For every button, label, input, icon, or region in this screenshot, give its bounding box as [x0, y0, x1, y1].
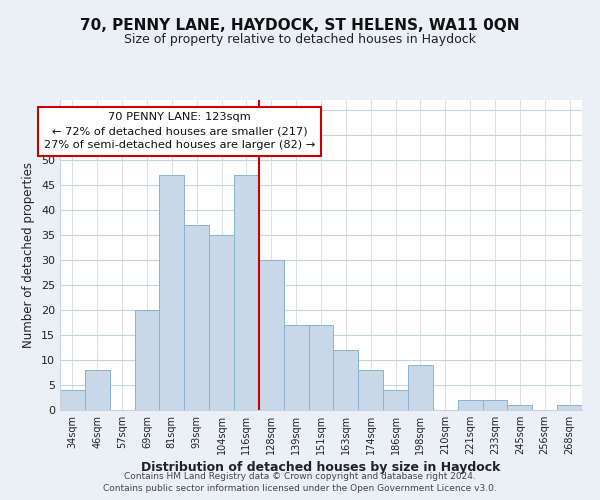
Y-axis label: Number of detached properties: Number of detached properties — [22, 162, 35, 348]
Text: Contains HM Land Registry data © Crown copyright and database right 2024.: Contains HM Land Registry data © Crown c… — [124, 472, 476, 481]
Bar — [308, 325, 334, 410]
Bar — [184, 225, 209, 410]
Bar — [408, 365, 433, 410]
Bar — [383, 390, 408, 410]
Bar — [358, 370, 383, 410]
Bar — [508, 405, 532, 410]
Text: Contains public sector information licensed under the Open Government Licence v3: Contains public sector information licen… — [103, 484, 497, 493]
Bar — [482, 400, 508, 410]
Bar — [458, 400, 482, 410]
Bar — [234, 175, 259, 410]
Text: Size of property relative to detached houses in Haydock: Size of property relative to detached ho… — [124, 32, 476, 46]
Bar — [60, 390, 85, 410]
X-axis label: Distribution of detached houses by size in Haydock: Distribution of detached houses by size … — [142, 461, 500, 474]
Text: 70, PENNY LANE, HAYDOCK, ST HELENS, WA11 0QN: 70, PENNY LANE, HAYDOCK, ST HELENS, WA11… — [80, 18, 520, 32]
Bar — [85, 370, 110, 410]
Bar — [334, 350, 358, 410]
Text: 70 PENNY LANE: 123sqm
← 72% of detached houses are smaller (217)
27% of semi-det: 70 PENNY LANE: 123sqm ← 72% of detached … — [44, 112, 315, 150]
Bar — [284, 325, 308, 410]
Bar — [557, 405, 582, 410]
Bar — [259, 260, 284, 410]
Bar — [209, 235, 234, 410]
Bar — [134, 310, 160, 410]
Bar — [160, 175, 184, 410]
